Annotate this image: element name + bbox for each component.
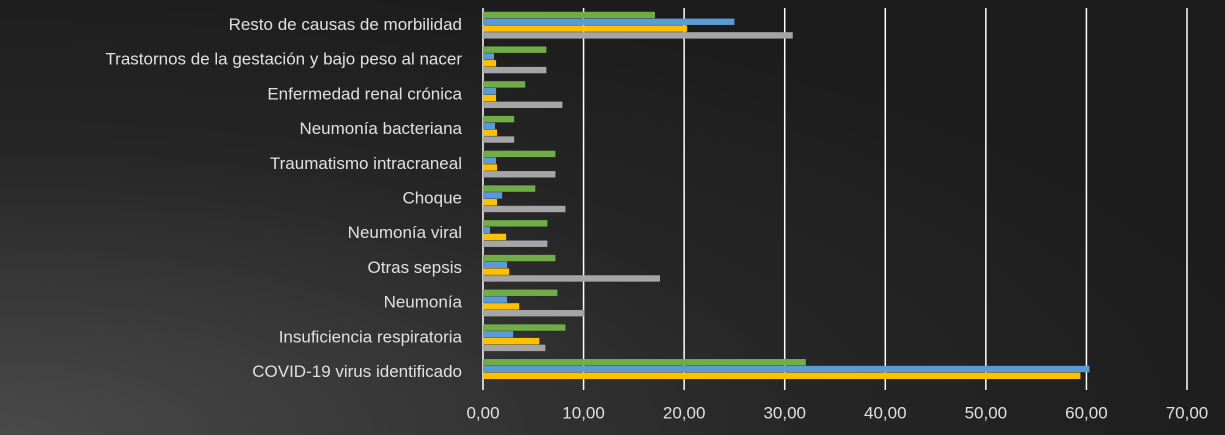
bar xyxy=(483,192,503,199)
bar xyxy=(483,199,498,206)
bar xyxy=(483,122,496,130)
bar xyxy=(483,240,548,247)
x-tick-label: 0,00 xyxy=(466,403,499,422)
bar xyxy=(483,171,556,178)
x-tick-label: 70,00 xyxy=(1166,403,1209,422)
bar xyxy=(483,296,508,303)
bar xyxy=(483,268,510,275)
bar xyxy=(483,344,546,352)
bar xyxy=(483,53,495,60)
y-tick-label: Otras sepsis xyxy=(368,258,462,277)
bar xyxy=(483,115,515,123)
bar xyxy=(483,88,497,95)
bar xyxy=(483,32,793,39)
y-tick-label: Resto de causas de morbilidad xyxy=(229,15,462,34)
x-tick-label: 50,00 xyxy=(965,403,1008,422)
bar xyxy=(483,60,497,67)
labels: 0,00 10,00 20,00 30,00 40,00 50,00 60,00 70,00 R… xyxy=(105,15,1208,423)
bar xyxy=(483,254,556,262)
bar xyxy=(483,101,563,109)
bar xyxy=(483,46,547,53)
bar xyxy=(483,303,520,310)
bar xyxy=(483,136,515,143)
bar xyxy=(483,261,508,269)
y-tick-label: COVID-19 virus identificado xyxy=(252,362,462,381)
y-tick-label: Choque xyxy=(402,188,462,207)
bar xyxy=(483,205,566,213)
x-tick-label: 40,00 xyxy=(864,403,907,422)
bar xyxy=(483,18,735,25)
x-tick-label: 10,00 xyxy=(562,403,605,422)
bar xyxy=(483,337,540,345)
bar xyxy=(483,11,655,19)
bar xyxy=(483,372,1081,380)
y-tick-label: Neumonía xyxy=(384,293,463,312)
y-tick-label: Traumatismo intracraneal xyxy=(270,154,462,173)
bar xyxy=(483,66,547,74)
bar xyxy=(483,324,566,331)
bar xyxy=(483,226,491,234)
bar xyxy=(483,275,661,282)
bars xyxy=(483,11,1090,380)
bar xyxy=(483,81,526,88)
y-tick-label: Neumonía viral xyxy=(348,223,462,242)
x-tick-label: 60,00 xyxy=(1065,403,1108,422)
y-tick-label: Trastornos de la gestación y bajo peso a… xyxy=(105,50,462,69)
bar xyxy=(483,365,1090,373)
x-tick-label: 20,00 xyxy=(663,403,706,422)
bar xyxy=(483,157,497,164)
bar xyxy=(483,331,514,338)
bar xyxy=(483,289,558,296)
bar xyxy=(483,150,556,158)
bar xyxy=(483,129,498,136)
bar xyxy=(483,220,548,227)
bar xyxy=(483,185,536,192)
x-tick-label: 30,00 xyxy=(763,403,806,422)
bar xyxy=(483,233,507,241)
y-tick-label: Enfermedad renal crónica xyxy=(267,84,462,103)
bar xyxy=(483,94,497,102)
bar xyxy=(483,359,806,366)
y-tick-label: Insuficiencia respiratoria xyxy=(279,327,463,346)
bar xyxy=(483,25,688,32)
bar xyxy=(483,164,498,171)
y-tick-label: Neumonía bacteriana xyxy=(299,119,462,138)
bar xyxy=(483,309,585,317)
